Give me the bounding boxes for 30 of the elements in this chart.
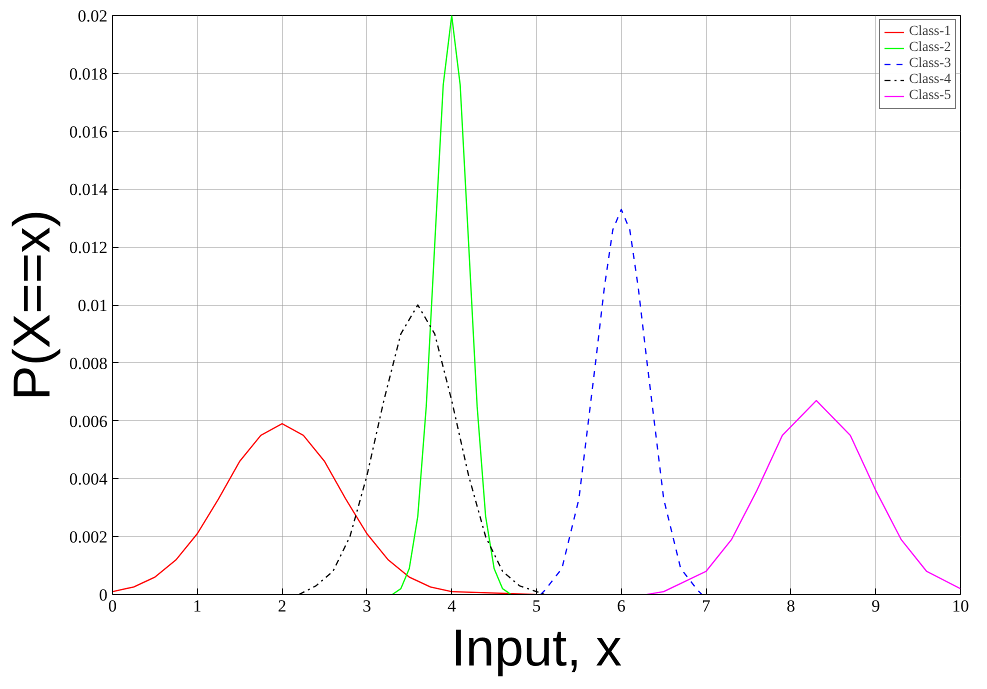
x-tick-label: 5 xyxy=(532,596,541,616)
legend-label: Class-2 xyxy=(909,40,951,56)
x-tick-label: 10 xyxy=(952,596,969,616)
line-series xyxy=(392,16,512,594)
y-tick-label: 0.012 xyxy=(69,238,108,258)
legend-label: Class-1 xyxy=(909,24,951,40)
y-tick-label: 0.01 xyxy=(78,296,108,315)
x-axis-title: Input, x xyxy=(451,620,622,678)
x-tick-label: 7 xyxy=(702,596,711,616)
x-tick-label: 4 xyxy=(447,596,456,616)
legend-label: Class-5 xyxy=(909,88,951,104)
legend-label: Class-4 xyxy=(909,72,951,88)
y-tick-label: 0.02 xyxy=(78,6,108,26)
y-tick-label: 0.018 xyxy=(69,64,108,84)
x-tick-label: 1 xyxy=(193,596,202,616)
y-tick-label: 0.006 xyxy=(69,412,108,431)
x-tick-label: 9 xyxy=(871,596,880,616)
line-series xyxy=(646,400,960,594)
y-tick-label: 0.016 xyxy=(69,122,108,142)
x-tick-label: 6 xyxy=(617,596,626,616)
y-tick-label: 0.008 xyxy=(69,354,108,373)
y-tick-label: 0.002 xyxy=(69,528,108,547)
x-tick-label: 8 xyxy=(786,596,796,616)
legend-label: Class-3 xyxy=(909,56,951,72)
y-tick-label: 0.014 xyxy=(69,180,108,200)
y-axis-title: P(X==x) xyxy=(3,210,62,400)
y-tick-label: 0.004 xyxy=(69,470,108,489)
x-tick-label: 2 xyxy=(278,596,286,616)
x-tick-label: 3 xyxy=(362,596,372,616)
line-series xyxy=(540,208,703,594)
